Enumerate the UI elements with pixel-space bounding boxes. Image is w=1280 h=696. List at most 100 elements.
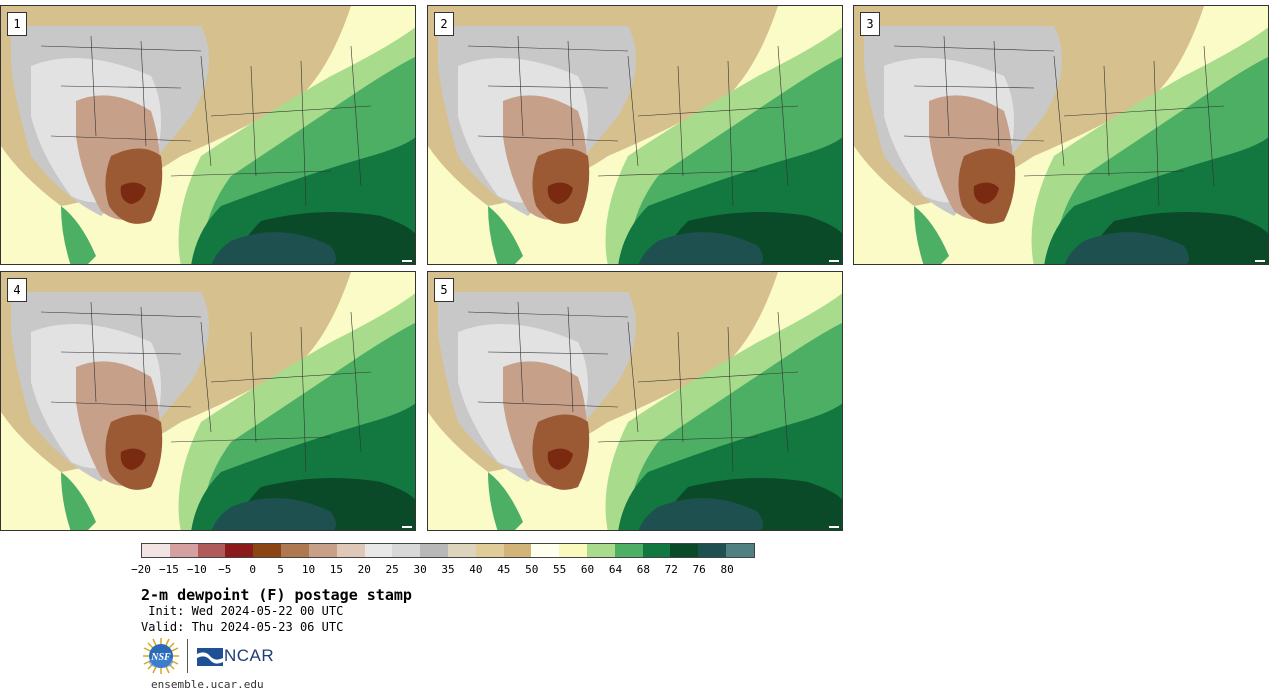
dewpoint-region [211,498,336,530]
colorbar-tick-label: 20 [357,563,371,576]
state-border [1103,65,1110,177]
colorbar-tick-label: 5 [277,563,284,576]
colorbar-bin [559,544,587,557]
colorbar-tick-label: 68 [636,563,650,576]
dewpoint-region [914,206,949,264]
colorbar-tick-label: 25 [385,563,399,576]
dewpoint-region [211,232,336,264]
state-border [677,331,684,443]
colorbar-bin [142,544,170,557]
colorbar-bin [420,544,448,557]
state-border [567,306,574,413]
colorbar-bin [364,544,393,557]
member-panel-2: 2 [427,5,843,265]
colorbar-bin [447,544,476,557]
colorbar-bin [531,544,560,557]
state-border [487,351,609,355]
plot-title: 2-m dewpoint (F) postage stamp [141,586,412,604]
colorbar-tick-label: 35 [441,563,455,576]
colorbar-bin [642,544,671,557]
member-label: 4 [7,278,27,302]
state-border [140,306,147,413]
colorbar-bin [587,544,615,557]
member-label: 1 [7,12,27,36]
dewpoint-region [547,448,573,470]
member-label: 3 [860,12,880,36]
state-border [913,85,1035,89]
state-border [487,85,609,89]
state-border [943,35,950,137]
state-border [893,45,1055,52]
state-border [300,326,307,473]
colorbar-bin [253,544,282,557]
valid-time: Valid: Thu 2024-05-23 06 UTC [141,620,344,634]
state-border [1203,45,1215,187]
colorbar-tick-label: 64 [608,563,623,576]
colorbar-tick-label: 15 [329,563,343,576]
colorbar-bin [169,544,198,557]
state-border [1023,170,1185,177]
state-border [50,135,192,142]
state-border [40,311,202,318]
state-border [90,35,97,137]
member-panel-1: 1 [0,5,416,265]
state-border [637,105,799,117]
colorbar-tick-label: 60 [580,563,595,576]
colorbar-bin [503,544,532,557]
state-border [777,311,789,453]
state-border [477,401,619,408]
dewpoint-region [120,448,146,470]
state-border [200,321,212,433]
dewpoint-region [547,182,573,204]
scale-mark [402,526,412,528]
state-border [300,60,307,207]
dewpoint-region [1064,232,1189,264]
colorbar-bin [225,544,254,557]
state-border [350,311,362,453]
state-border [727,326,734,473]
dewpoint-region [61,206,96,264]
state-border [467,311,629,318]
ncar-logo: NCAR [197,646,274,666]
dewpoint-region [488,206,523,264]
state-border [903,135,1045,142]
state-border [637,371,799,383]
state-border [567,40,574,147]
site-url: ensemble.ucar.edu [151,678,264,691]
state-border [140,40,147,147]
state-border [517,35,524,137]
colorbar-bin [726,544,754,557]
member-label: 5 [434,278,454,302]
state-border [170,436,332,443]
dewpoint-region [61,472,96,530]
scale-mark [829,260,839,262]
colorbar-bin [392,544,421,557]
state-border [627,321,639,433]
colorbar-tick-label: 10 [301,563,316,576]
state-border [50,401,192,408]
state-border [250,65,257,177]
state-border [60,351,182,355]
state-border [40,45,202,52]
ncar-logo-text: NCAR [224,646,275,665]
logo-divider [187,639,188,673]
state-border [777,45,789,187]
colorbar-tick-label: 72 [664,563,678,576]
colorbar-tick-label: 80 [720,563,734,576]
colorbar-tick-label: 45 [497,563,511,576]
colorbar-tick-label: −10 [186,563,207,576]
colorbar-tick-label: 40 [469,563,483,576]
state-border [677,65,684,177]
dewpoint-region [488,472,523,530]
colorbar-tick-label: −5 [218,563,232,576]
colorbar-tick-label: 55 [553,563,567,576]
member-panel-4: 4 [0,271,416,531]
colorbar-bin [197,544,226,557]
state-border [467,45,629,52]
colorbar-bin [475,544,504,557]
colorbar-bin [670,544,699,557]
nsf-globe-logo: NSF [143,638,179,674]
colorbar-tick-label: 50 [525,563,539,576]
state-border [993,40,1000,147]
scale-mark [829,526,839,528]
